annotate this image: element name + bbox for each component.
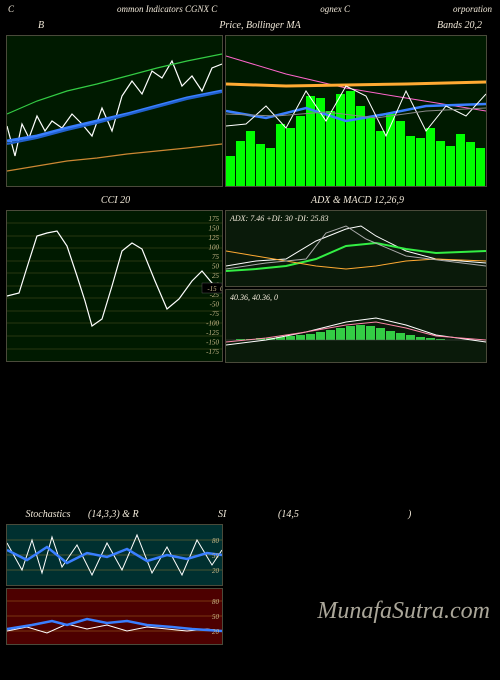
svg-text:25: 25: [212, 272, 220, 280]
svg-text:50: 50: [212, 613, 220, 621]
svg-text:50: 50: [212, 263, 220, 271]
t1-center: Price, Bollinger MA: [186, 20, 334, 31]
t1-right: Bands 20,2: [334, 20, 492, 31]
chart-macd: 40.36, 40.36, 0: [225, 289, 487, 363]
svg-text:150: 150: [209, 225, 220, 233]
chart-adx: ADX: 7.46 +DI: 30 -DI: 25.83: [225, 210, 487, 287]
t2-left: CCI 20: [8, 195, 223, 206]
chart-stochastics: 80 50 20: [6, 524, 223, 586]
svg-text:-75: -75: [210, 310, 220, 318]
hdr-right: orporation: [453, 4, 492, 14]
svg-text:80: 80: [212, 537, 220, 545]
svg-text:100: 100: [209, 244, 220, 252]
st-3: SI: [218, 509, 278, 520]
svg-text:-100: -100: [206, 320, 219, 328]
chart-price-left: [6, 35, 223, 187]
svg-text:20: 20: [212, 567, 220, 575]
row1-titles: B Price, Bollinger MA Bands 20,2: [0, 18, 500, 33]
chart-cci: 1751501251007550250-25-50-75-100-125-150…: [6, 210, 223, 362]
stoch-titles: Stochastics (14,3,3) & R SI (14,5 ): [0, 505, 500, 522]
svg-text:175: 175: [209, 215, 220, 223]
svg-text:ADX: 7.46 +DI: 30 -DI: 25.83: ADX: 7.46 +DI: 30 -DI: 25.83: [229, 214, 329, 223]
chart-price-right: [225, 35, 487, 187]
svg-text:75: 75: [212, 253, 220, 261]
row2-titles: CCI 20 ADX & MACD 12,26,9: [0, 189, 500, 208]
svg-text:20: 20: [212, 628, 220, 636]
st-1: Stochastics: [8, 509, 88, 520]
svg-text:80: 80: [212, 598, 220, 606]
hdr-cl: ommon Indicators CGNX C: [117, 4, 217, 14]
st-2: (14,3,3) & R: [88, 509, 218, 520]
hdr-left: C: [8, 4, 14, 14]
page-header: C ommon Indicators CGNX C ognex C orpora…: [0, 0, 500, 18]
t1-left: B: [8, 20, 186, 31]
svg-text:40.36, 40.36, 0: 40.36, 40.36, 0: [230, 293, 278, 302]
svg-text:-15: -15: [207, 285, 217, 293]
svg-text:-150: -150: [206, 339, 219, 347]
st-5: ): [408, 509, 411, 520]
svg-text:50: 50: [212, 552, 220, 560]
chart-rsi: 80 50 20: [6, 588, 223, 645]
svg-text:-50: -50: [210, 301, 220, 309]
charts-row-2: 1751501251007550250-25-50-75-100-125-150…: [0, 208, 500, 365]
chart-adx-macd-col: ADX: 7.46 +DI: 30 -DI: 25.83 40.36, 40.3…: [225, 210, 487, 363]
svg-text:-125: -125: [206, 329, 219, 337]
st-4: (14,5: [278, 509, 408, 520]
svg-text:-175: -175: [206, 348, 219, 356]
hdr-cr: ognex C: [320, 4, 350, 14]
watermark-text: MunafaSutra.com: [317, 598, 490, 625]
t2-right: ADX & MACD 12,26,9: [223, 195, 492, 206]
charts-row-1: [0, 33, 500, 189]
charts-row-3: 80 50 20 80 50 20: [0, 522, 500, 647]
svg-text:0: 0: [220, 285, 222, 293]
svg-text:125: 125: [209, 234, 220, 242]
